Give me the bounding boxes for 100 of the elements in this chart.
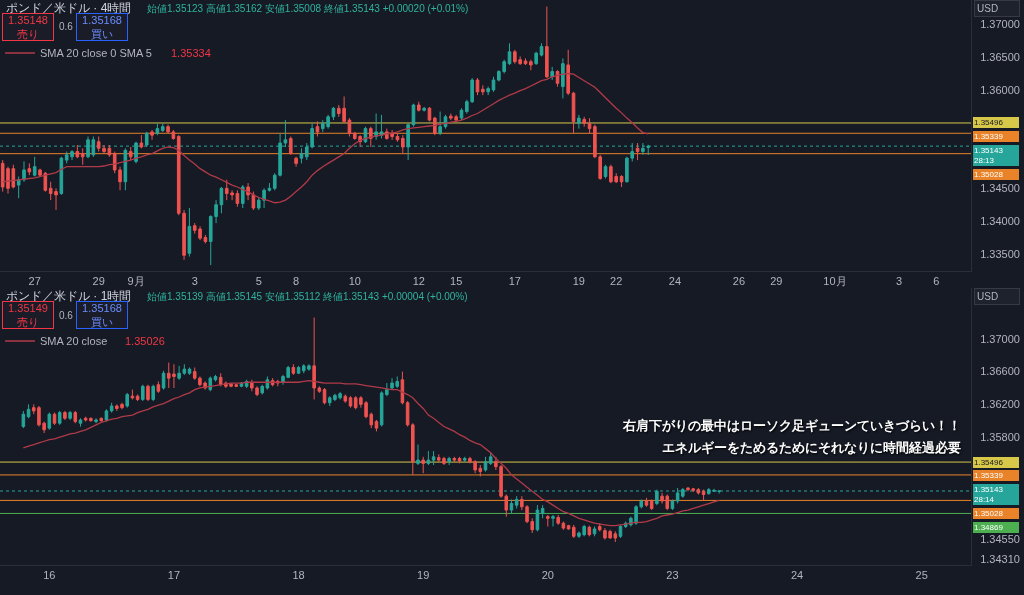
candlestick [619, 174, 624, 188]
chart-subtitle: 始値1.35139 高値1.35145 安値1.35112 終値1.35143 +0.00004 (+0.00%) [147, 291, 468, 302]
candlestick [582, 116, 587, 128]
x-tick-label: 26 [732, 275, 746, 288]
candlestick [141, 384, 145, 402]
candlestick [523, 57, 528, 66]
candlestick [649, 498, 654, 511]
candlestick [343, 394, 348, 404]
candlestick [426, 450, 431, 466]
candlestick [551, 514, 555, 527]
candlestick [379, 114, 384, 139]
y-tick-label: 1.37000 [980, 332, 1020, 345]
candlestick [57, 410, 62, 426]
candlestick [348, 395, 353, 409]
candlestick [125, 392, 129, 409]
candlestick [80, 147, 85, 166]
candlestick [78, 417, 83, 427]
candlestick [208, 376, 213, 392]
candlestick [187, 207, 192, 258]
x-tick-label: 12 [412, 275, 425, 288]
candlestick [291, 363, 296, 376]
candlestick [514, 495, 519, 509]
y-tick-label: 1.34310 [980, 553, 1020, 566]
x-tick-label: 8 [293, 275, 300, 288]
candlestick [73, 410, 78, 424]
candlestick [146, 384, 150, 402]
x-tick-label: 17 [167, 569, 181, 582]
candlestick [151, 384, 155, 402]
x-tick-label: 16 [43, 569, 56, 582]
annotation: 1.35168 買い [82, 302, 122, 329]
candlestick [187, 366, 192, 376]
candlestick [109, 402, 114, 414]
ref-line-label: 1.35143 28:14 [974, 485, 1004, 505]
candlestick [47, 412, 52, 431]
x-tick-label: 20 [541, 569, 554, 582]
x-tick-label: 17 [508, 275, 521, 288]
y-tick-label: 1.34000 [980, 214, 1020, 227]
x-tick-label: 5 [255, 275, 262, 288]
candlestick [438, 111, 442, 136]
candlestick [635, 142, 640, 161]
ref-line-label: 1.35028 [974, 509, 1004, 518]
candlestick [475, 77, 480, 96]
candlestick [486, 86, 490, 96]
candlestick [452, 456, 457, 463]
legend-label: SMA 20 close [40, 335, 108, 348]
candlestick [150, 129, 154, 141]
x-tick-label: 27 [28, 275, 41, 288]
candlestick [155, 122, 160, 136]
candlestick [395, 132, 400, 143]
annotation: 右肩下がりの最中はローソク足ギューンていきづらい！！ [622, 418, 961, 433]
candlestick [160, 122, 165, 133]
candlestick [416, 444, 420, 466]
candlestick [488, 452, 493, 466]
x-tick-label: 10 [348, 275, 361, 288]
candlestick [566, 49, 570, 96]
ref-line-label: 1.35143 28:13 [974, 146, 1004, 166]
candlestick [240, 184, 245, 209]
candlestick [701, 489, 706, 502]
candlestick [457, 456, 462, 464]
annotation: 1.35168 買い [82, 14, 122, 41]
x-tick-label: 18 [292, 569, 305, 582]
ref-line-label: 1.34869 [974, 523, 1004, 532]
candlestick [587, 525, 592, 537]
x-tick-label: 22 [610, 275, 623, 288]
candlestick [431, 450, 436, 466]
candlestick [130, 389, 135, 400]
candlestick [561, 57, 565, 99]
candlestick [99, 416, 104, 423]
candlestick [21, 410, 26, 429]
x-tick-label: 10月 [823, 275, 847, 288]
candlestick [422, 106, 426, 113]
ref-line-label: 1.35339 [974, 132, 1004, 141]
candlestick [483, 456, 488, 473]
ref-line-label: 1.35496 [974, 118, 1004, 127]
x-tick-label: 15 [450, 275, 463, 288]
candlestick [294, 156, 298, 168]
candlestick [374, 113, 378, 141]
annotation: 1.35148 売り [8, 14, 48, 41]
y-tick-label: 1.36200 [980, 398, 1020, 411]
x-tick-label: 29 [92, 275, 105, 288]
annotation: 1.35149 売り [8, 302, 48, 329]
candlestick [534, 51, 538, 66]
candlestick [27, 162, 32, 176]
candlestick [603, 164, 608, 179]
candlestick [550, 66, 554, 81]
x-tick-label: 19 [572, 275, 585, 288]
candlestick [545, 6, 549, 79]
candlestick [447, 456, 451, 466]
candlestick [644, 497, 649, 508]
chart-subtitle: 始値1.35123 高値1.35162 安値1.35008 終値1.35143 +0.00020 (+0.01%) [147, 3, 469, 14]
x-tick-label: 3 [191, 275, 198, 288]
candlestick [94, 417, 98, 424]
candlestick [670, 498, 675, 511]
ref-line-label: 1.35496 [974, 458, 1004, 467]
y-axis-title: USD [977, 3, 999, 14]
x-tick-label: 29 [770, 275, 783, 288]
candlestick [546, 514, 550, 527]
candlestick [577, 114, 581, 130]
candlestick [401, 134, 405, 155]
candlestick [156, 380, 161, 394]
